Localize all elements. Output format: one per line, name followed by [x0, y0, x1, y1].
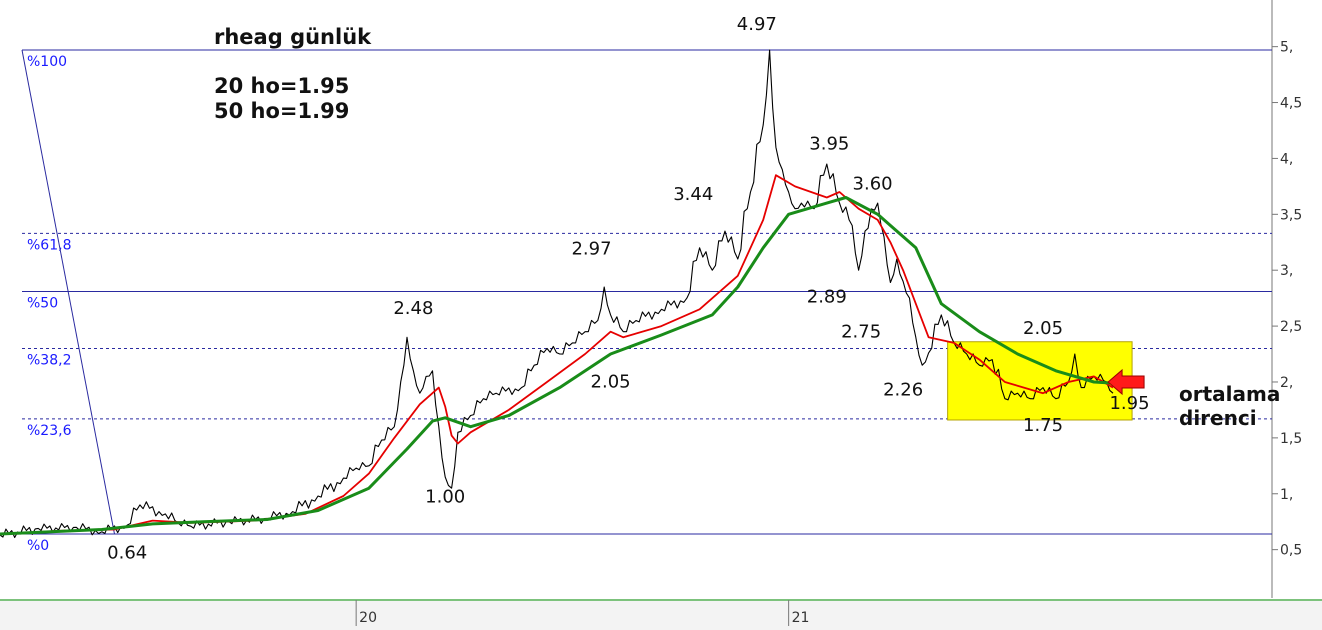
fib-level-label: %23,6 — [27, 423, 72, 439]
fib-level-label: %38,2 — [27, 352, 71, 368]
indicator-label: 50 ho=1.99 — [214, 99, 349, 123]
price-annotation: 2.26 — [883, 379, 923, 400]
fib-level-label: %0 — [27, 538, 49, 554]
y-tick-label: 3, — [1280, 263, 1293, 279]
price-annotation: 2.89 — [807, 287, 847, 308]
arrow-left-icon — [1107, 368, 1145, 396]
price-annotation: 2.48 — [393, 298, 433, 319]
price-annotation: 2.75 — [841, 321, 881, 342]
resistance-note: direnci — [1179, 406, 1257, 430]
resistance-note: ortalama — [1179, 382, 1280, 406]
y-tick-label: 4, — [1280, 151, 1293, 167]
x-tick-label: 20 — [359, 610, 377, 626]
price-annotation: 3.95 — [809, 133, 849, 154]
series-20-ho-line — [0, 174, 1114, 535]
y-tick-label: 1,5 — [1280, 431, 1302, 447]
x-tick-label: 21 — [792, 610, 810, 626]
y-tick-label: 3,5 — [1280, 207, 1302, 223]
y-tick-label: 2,5 — [1280, 319, 1302, 335]
fib-level-label: %100 — [27, 54, 67, 70]
chart-title: rheag günlük — [214, 25, 372, 49]
price-annotation: 4.97 — [737, 14, 777, 35]
price-annotation: 2.05 — [1023, 318, 1063, 339]
price-annotation: 1.95 — [1109, 393, 1149, 414]
price-annotation: 2.05 — [591, 372, 631, 393]
x-axis-band — [0, 601, 1322, 630]
y-tick-label: 2, — [1280, 375, 1293, 391]
fib-guide-line — [21, 49, 115, 535]
fib-level-label: %50 — [27, 295, 58, 311]
price-annotation: 1.75 — [1023, 415, 1063, 436]
series-price-line — [0, 49, 1114, 539]
y-tick-label: 1, — [1280, 487, 1293, 503]
y-tick-label: 5, — [1280, 40, 1293, 56]
indicator-label: 20 ho=1.95 — [214, 74, 349, 98]
y-tick-label: 4,5 — [1280, 96, 1302, 112]
price-annotation: 0.64 — [107, 543, 147, 564]
fib-level-label: %61,8 — [27, 237, 71, 253]
y-tick-label: 0,5 — [1280, 543, 1302, 559]
price-annotation: 3.44 — [673, 184, 713, 205]
price-annotation: 3.60 — [853, 174, 893, 195]
price-annotation: 2.97 — [571, 239, 611, 260]
price-annotation: 1.00 — [425, 487, 465, 508]
series-50-ho-line — [0, 196, 1114, 536]
